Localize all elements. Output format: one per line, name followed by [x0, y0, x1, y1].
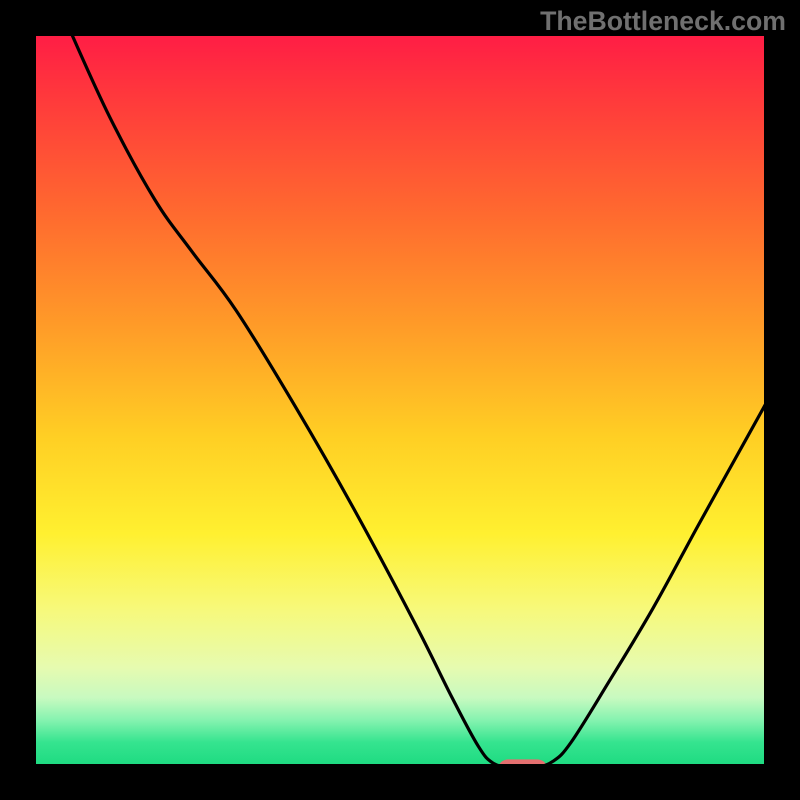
- stage: TheBottleneck.com: [0, 0, 800, 800]
- chart-background-gradient: [28, 28, 772, 772]
- bottleneck-chart: [0, 0, 800, 800]
